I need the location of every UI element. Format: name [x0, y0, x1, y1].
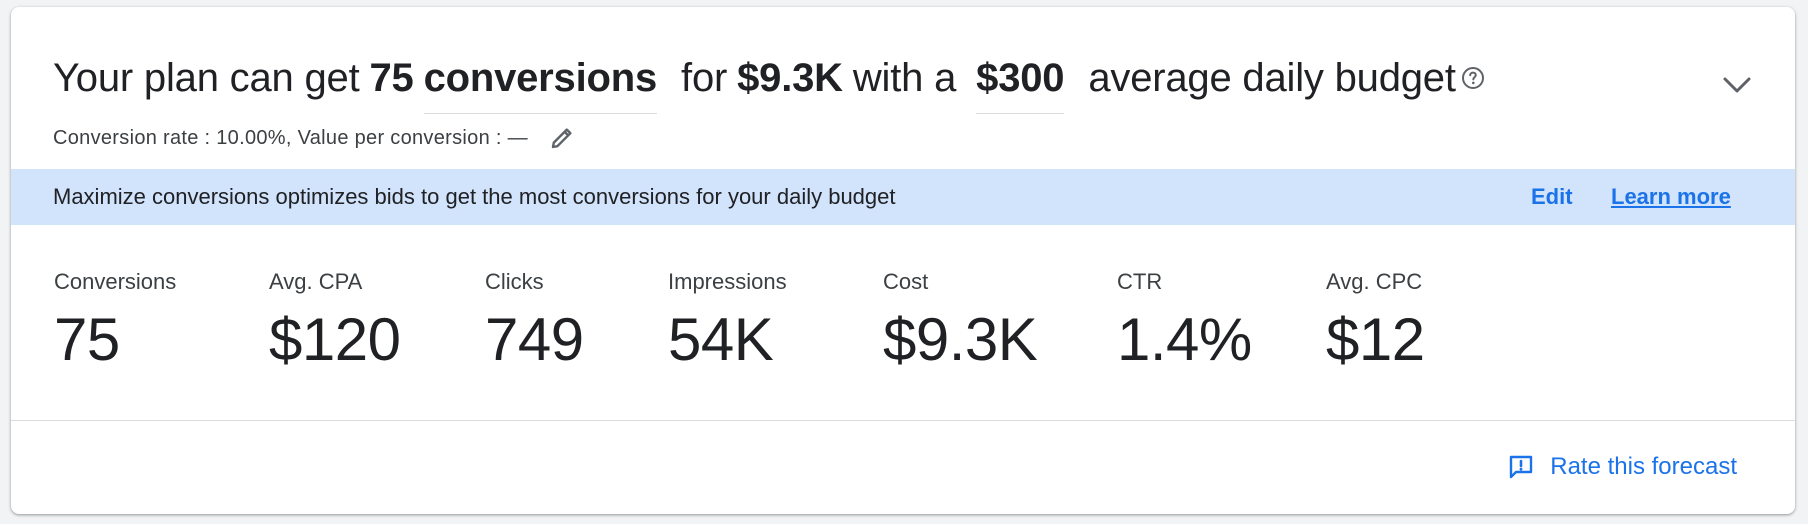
forecast-headline: Your plan can get 75 conversions for $9.… [53, 45, 1486, 114]
metric-label: Avg. CPA [269, 269, 363, 294]
metric-value: $12 [1326, 306, 1425, 373]
edit-bid-strategy-link[interactable]: Edit [1531, 184, 1573, 209]
metric-conversions: Conversions 75 [54, 269, 176, 374]
collapse-button[interactable] [1717, 67, 1757, 107]
metric-label: Cost [883, 269, 929, 294]
bid-strategy-message: Maximize conversions optimizes bids to g… [53, 184, 896, 209]
headline-conversions-value: 75 [369, 55, 414, 100]
conversions-metric-field[interactable]: conversions [423, 56, 657, 114]
bid-strategy-banner: Maximize conversions optimizes bids to g… [11, 169, 1795, 225]
feedback-icon [1506, 452, 1536, 482]
metric-value: 54K [668, 306, 774, 373]
rate-forecast-button[interactable]: Rate this forecast [1506, 447, 1737, 487]
learn-more-link[interactable]: Learn more [1611, 184, 1731, 209]
metric-avg-cpc: Avg. CPC $12 [1326, 269, 1425, 374]
daily-budget-field[interactable]: $300 [976, 56, 1065, 114]
headline-prefix: Your plan can get [53, 55, 360, 100]
metric-value: $9.3K [883, 306, 1038, 373]
headline-for-text: for [681, 55, 728, 100]
metric-label: Conversions [54, 269, 177, 294]
metric-value: 75 [54, 306, 120, 373]
metric-value: $120 [269, 306, 401, 373]
headline-with-text: with a [852, 55, 957, 100]
metric-label: CTR [1117, 269, 1163, 294]
forecast-card: Your plan can get 75 conversions for $9.… [11, 7, 1795, 514]
metric-clicks: Clicks 749 [485, 269, 584, 374]
metric-impressions: Impressions 54K [668, 269, 787, 374]
metric-ctr: CTR 1.4% [1117, 269, 1252, 374]
conversion-settings-line: Conversion rate : 10.00%, Value per conv… [53, 122, 578, 154]
metric-label: Impressions [668, 269, 787, 294]
metric-cost: Cost $9.3K [883, 269, 1038, 374]
headline-cost-value: $9.3K [737, 55, 843, 100]
metric-value: 749 [485, 306, 584, 373]
metric-avg-cpa: Avg. CPA $120 [269, 269, 401, 374]
rate-forecast-label: Rate this forecast [1550, 453, 1737, 480]
help-circle-icon[interactable] [1460, 65, 1486, 91]
chevron-down-icon [1722, 75, 1752, 100]
metric-value: 1.4% [1117, 306, 1252, 373]
pencil-icon[interactable] [546, 122, 578, 154]
conversion-settings-text: Conversion rate : 10.00%, Value per conv… [53, 126, 528, 149]
footer-divider [11, 420, 1795, 421]
headline-suffix: average daily budget [1088, 55, 1456, 100]
metric-label: Avg. CPC [1326, 269, 1423, 294]
metric-label: Clicks [485, 269, 544, 294]
